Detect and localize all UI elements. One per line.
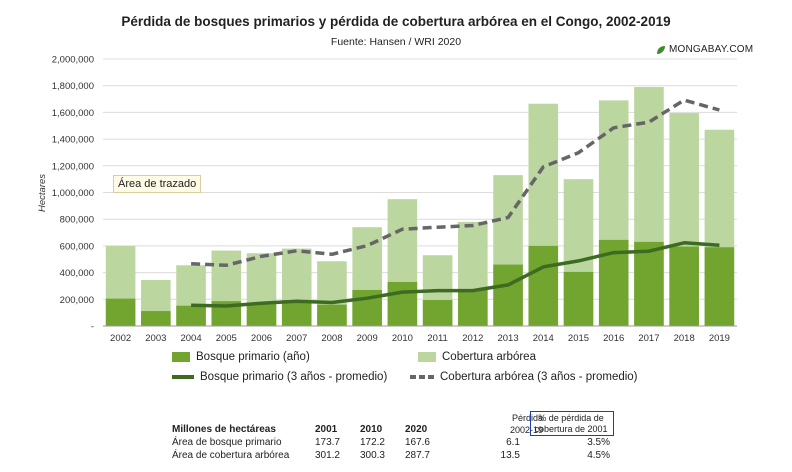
- x-tick-label: 2004: [180, 333, 201, 344]
- x-tick-label: 2007: [286, 333, 307, 344]
- bar-bosque-primario: [246, 302, 277, 326]
- stats-loss-header-1: Pérdida: [511, 413, 543, 423]
- x-tick-label: 2005: [216, 333, 237, 344]
- x-tick-label: 2008: [321, 333, 342, 344]
- selected-cell-highlight: [530, 411, 614, 436]
- bar-bosque-primario: [387, 281, 418, 326]
- y-tick-label: 1,600,000: [52, 108, 94, 119]
- y-tick-label: 600,000: [60, 241, 94, 252]
- legend-label: Bosque primario (año): [196, 351, 310, 363]
- y-tick-label: 1,400,000: [52, 135, 94, 146]
- bar-bosque-primario: [493, 264, 523, 326]
- legend-label: Cobertura arbórea: [442, 351, 536, 363]
- stats-row-label: Área de bosque primario: [172, 437, 282, 448]
- line-cobertura-arborea-promedio: [191, 98, 720, 268]
- y-tick-label: 2,000,000: [52, 55, 94, 66]
- bar-bosque-primario: [458, 289, 488, 326]
- stats-cell: 4.5%: [587, 450, 610, 461]
- stats-cell: 287.7: [404, 450, 430, 461]
- plot-area-tooltip: Área de trazado: [113, 175, 202, 193]
- stats-cell: 300.3: [359, 450, 385, 461]
- x-tick-label: 2006: [251, 333, 272, 344]
- line-bosque-primario-promedio: [191, 241, 720, 308]
- legend-item-primary-bar: Bosque primario (año): [172, 351, 310, 363]
- legend-item-primary-avg: Bosque primario (3 años - promedio): [172, 371, 387, 383]
- x-tick-label: 2003: [145, 333, 166, 344]
- stats-cell: 173.7: [314, 437, 340, 448]
- x-tick-label: 2011: [427, 333, 447, 344]
- legend-swatch: [172, 352, 190, 362]
- stats-pct-header-2: cobertura de 2001: [534, 424, 608, 434]
- y-tick-label: 1,200,000: [52, 161, 94, 172]
- bar-bosque-primario: [563, 271, 594, 326]
- x-tick-label: 2015: [568, 333, 589, 344]
- leaf-icon: [657, 45, 665, 54]
- bar-bosque-primario: [669, 246, 699, 326]
- stats-col-2001: 2001: [315, 424, 338, 435]
- stats-pct-header-1: % de pérdida de: [538, 413, 604, 423]
- bar-bosque-primario: [704, 247, 735, 326]
- stats-row-label: Área de cobertura arbórea: [172, 450, 290, 461]
- brand-text: MONGABAY.COM: [669, 44, 754, 55]
- y-axis-label: Hectares: [37, 174, 48, 212]
- y-tick-label: 200,000: [60, 295, 94, 306]
- legend-label: Bosque primario (3 años - promedio): [200, 371, 388, 383]
- x-tick-label: 2010: [392, 333, 413, 344]
- axes: - 200,000 400,000 600,000 800,000 1,000,000 1,…: [52, 55, 737, 344]
- stats-cell: 172.2: [359, 437, 385, 448]
- legend-swatch: [418, 352, 436, 362]
- stats-label-header: Millones de hectáreas: [172, 424, 276, 435]
- y-tick-label: 400,000: [60, 268, 94, 279]
- legend-item-cover-bar: Cobertura arbórea: [418, 351, 536, 363]
- x-tick-label: 2016: [603, 333, 624, 344]
- x-tick-label: 2012: [462, 333, 483, 344]
- x-tick-label: 2002: [110, 333, 131, 344]
- brand-logo: MONGABAY.COM: [656, 44, 753, 55]
- stats-cell: 301.2: [314, 450, 340, 461]
- lines: [191, 98, 720, 308]
- y-tick-label: 1,800,000: [52, 81, 94, 92]
- bar-bosque-primario: [141, 311, 171, 326]
- legend-swatch: [172, 375, 194, 379]
- legend-item-cover-avg: Cobertura arbórea (3 años - promedio): [410, 371, 638, 383]
- bars: [105, 87, 735, 326]
- bar-bosque-primario: [528, 245, 559, 326]
- chart: - 200,000 400,000 600,000 800,000 1,000,000 1,…: [37, 55, 737, 344]
- bar-bosque-primario: [105, 298, 136, 326]
- bar-bosque-primario: [422, 299, 453, 326]
- stats-cell: 167.6: [404, 437, 430, 448]
- chart-title: Pérdida de bosques primarios y pérdida d…: [121, 14, 671, 29]
- bar-bosque-primario: [176, 305, 206, 326]
- x-tick-label: 2014: [533, 333, 554, 344]
- chart-source: Fuente: Hansen / WRI 2020: [330, 36, 462, 48]
- y-tick-label: 800,000: [60, 215, 94, 226]
- stats-cell: 3.5%: [587, 437, 610, 448]
- y-tick-label: 1,000,000: [52, 188, 94, 199]
- x-tick-label: 2013: [497, 333, 518, 344]
- legend-label: Cobertura arbórea (3 años - promedio): [440, 371, 638, 383]
- bar-bosque-primario: [281, 300, 312, 326]
- bar-bosque-primario: [317, 304, 347, 326]
- x-tick-label: 2009: [357, 333, 378, 344]
- legend-swatch: [410, 375, 434, 379]
- stats-loss-header-2: 2002-19: [509, 425, 543, 435]
- x-tick-label: 2017: [638, 333, 659, 344]
- x-tick-label: 2018: [674, 333, 695, 344]
- x-tick-label: 2019: [709, 333, 730, 344]
- stats-cell: 6.1: [506, 437, 520, 448]
- bar-bosque-primario: [634, 241, 664, 326]
- stats-col-2010: 2010: [360, 424, 383, 435]
- gridlines: [103, 58, 737, 300]
- y-tick-label: -: [91, 322, 94, 333]
- stats-col-2020: 2020: [405, 424, 428, 435]
- stats-cell: 13.5: [500, 450, 520, 461]
